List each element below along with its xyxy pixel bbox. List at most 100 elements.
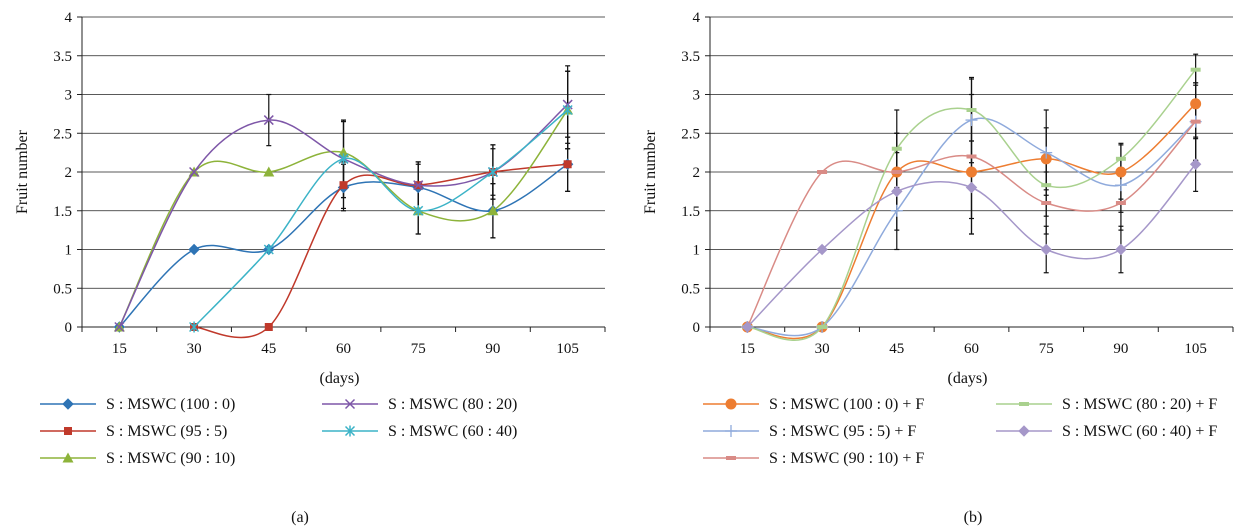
y-axis-title: Fruit number xyxy=(14,129,31,214)
legend-label: S : MSWC (60 : 40) xyxy=(388,423,517,440)
series-2-point xyxy=(965,114,978,127)
legend-marker xyxy=(62,452,74,463)
series-5-point xyxy=(338,153,349,165)
series-5-point xyxy=(189,321,200,333)
y-tick-label: 3 xyxy=(65,88,73,104)
legend-entry-4: S : MSWC (80 : 20) xyxy=(322,396,517,413)
series-5-point xyxy=(413,205,424,217)
panel-label: (a) xyxy=(291,509,309,526)
legend-label: S : MSWC (60 : 40) + F xyxy=(1062,423,1217,440)
series-1-point xyxy=(1190,98,1202,110)
y-tick-label: 3.5 xyxy=(53,49,72,65)
series-3-point xyxy=(1190,119,1201,124)
legend-label: S : MSWC (80 : 20) + F xyxy=(1062,396,1217,413)
y-tick-label: 0.5 xyxy=(53,281,72,297)
x-axis-title: (days) xyxy=(320,370,360,387)
series-2-point xyxy=(1114,179,1127,192)
legend-marker xyxy=(64,427,72,435)
series-4-point xyxy=(1190,67,1201,72)
legend-entry-5: S : MSWC (60 : 40) + F xyxy=(996,423,1217,440)
y-tick-label: 2 xyxy=(693,165,701,181)
chart-panel-b: 0 0.5 1 1.5 2 2.5 3 3.5 4 15 30 45 60 75 90 105 (days) Fr… xyxy=(642,10,1234,526)
series-5-point xyxy=(965,181,978,194)
series-line-5 xyxy=(193,109,569,328)
panel-label: (b) xyxy=(964,509,983,526)
series-3-point xyxy=(1115,201,1126,205)
y-tick-label: 1 xyxy=(693,243,701,259)
series-5-point xyxy=(487,166,498,178)
series-4-point xyxy=(114,321,125,333)
series-2-point xyxy=(1040,146,1053,159)
series-2-point xyxy=(264,323,273,331)
y-axis-title: Fruit number xyxy=(642,129,659,214)
x-tick-label: 75 xyxy=(1039,341,1054,357)
legend-entry-2: S : MSWC (95 : 5) xyxy=(40,423,227,440)
legend-label: S : MSWC (95 : 5) xyxy=(106,423,227,440)
marker-stroke xyxy=(344,398,356,410)
marker-stroke xyxy=(263,115,274,126)
x-tick-label: 75 xyxy=(411,341,426,357)
series-2-point xyxy=(563,160,572,169)
series-2-point xyxy=(339,181,348,190)
legend-entry-2: S : MSWC (95 : 5) + F xyxy=(703,423,916,440)
y-tick-label: 2.5 xyxy=(681,126,700,142)
series-4-point xyxy=(817,325,828,329)
y-tick-label: 0 xyxy=(693,320,701,336)
series-1-point xyxy=(188,243,200,256)
legend-marker xyxy=(344,425,356,437)
legend-label: S : MSWC (95 : 5) + F xyxy=(769,423,916,440)
y-tick-label: 1.5 xyxy=(53,204,72,220)
series-4-point xyxy=(1115,156,1126,161)
series-4-point xyxy=(891,146,902,151)
series-3-point xyxy=(966,154,977,159)
marker-stroke xyxy=(189,166,200,178)
series-4-point xyxy=(413,180,424,191)
x-axis-title: (days) xyxy=(948,370,988,387)
legend-marker xyxy=(1018,425,1030,437)
legend-marker xyxy=(726,456,736,460)
series-5-point xyxy=(263,244,274,255)
legend-label: S : MSWC (80 : 20) xyxy=(388,396,517,413)
x-tick-label: 45 xyxy=(889,341,904,357)
y-tick-label: 0 xyxy=(65,320,73,336)
series-3-point xyxy=(338,147,349,158)
y-tick-label: 1 xyxy=(65,243,73,259)
series-5-point xyxy=(891,185,903,198)
series-1-point xyxy=(1115,166,1127,178)
x-tick-label: 15 xyxy=(740,341,755,357)
series-5-point xyxy=(741,321,754,333)
x-tick-label: 15 xyxy=(112,341,127,357)
series-4-point xyxy=(189,166,200,178)
y-tick-label: 2.5 xyxy=(53,126,72,142)
legend-entry-4: S : MSWC (80 : 20) + F xyxy=(996,396,1217,413)
y-tick-label: 4 xyxy=(693,10,701,26)
legend-entry-3: S : MSWC (90 : 10) + F xyxy=(703,450,924,467)
series-3-point xyxy=(817,170,828,174)
legend-marker xyxy=(1019,402,1029,406)
series-1-point xyxy=(1040,153,1052,165)
legend-entry-1: S : MSWC (100 : 0) + F xyxy=(703,396,924,413)
legend-label: S : MSWC (90 : 10) xyxy=(106,450,235,467)
x-tick-label: 60 xyxy=(964,341,979,357)
x-tick-label: 45 xyxy=(261,341,276,357)
series-5-point xyxy=(1115,243,1127,256)
series-4-point xyxy=(966,108,977,112)
series-5-point xyxy=(1040,243,1052,256)
x-tick-label: 30 xyxy=(815,341,830,357)
series-3-point xyxy=(891,170,902,174)
x-tick-label: 105 xyxy=(556,341,579,357)
legend-entry-1: S : MSWC (100 : 0) xyxy=(40,396,235,413)
legend-entry-5: S : MSWC (60 : 40) xyxy=(322,423,517,440)
x-tick-label: 90 xyxy=(485,341,500,357)
y-tick-label: 2 xyxy=(65,165,73,181)
y-tick-label: 1.5 xyxy=(681,204,700,220)
legend-marker xyxy=(344,398,356,410)
x-tick-label: 30 xyxy=(187,341,202,357)
marker-stroke xyxy=(114,321,125,333)
series-5-point xyxy=(1189,158,1202,170)
marker-stroke xyxy=(413,180,424,191)
y-tick-label: 3 xyxy=(693,88,701,104)
series-5-point xyxy=(562,104,573,116)
series-4-point xyxy=(1041,183,1052,188)
